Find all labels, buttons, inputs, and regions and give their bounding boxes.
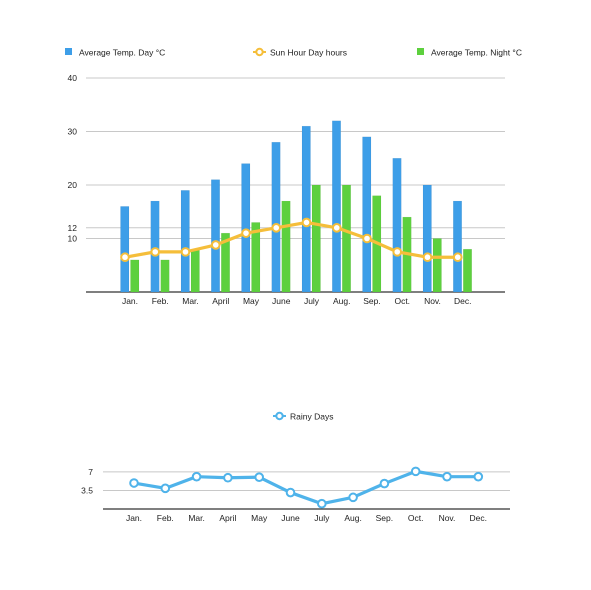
bar [311,184,321,293]
x-tick-label: Aug. [344,513,362,523]
line-point [223,472,233,483]
x-tick-label: Dec. [470,513,487,523]
line-point [317,498,327,509]
line-point [241,228,251,238]
bar [453,200,462,293]
y-tick-label: 12 [68,223,78,233]
legend-label: Average Temp. Night °C [431,48,522,58]
y-tick-label: 10 [68,234,78,244]
line-point [285,487,296,498]
x-tick-label: May [251,513,268,523]
legend-label: Average Temp. Day °C [79,48,165,58]
bar [180,190,190,293]
x-tick-label: June [272,296,291,306]
y-tick-label: 40 [68,73,78,83]
line-point [379,478,390,489]
line-point [150,247,161,257]
legend-swatch [65,48,72,55]
legend-label: Sun Hour Day hours [270,48,347,58]
x-tick-label: Sep. [376,513,394,523]
line-point [442,471,452,482]
y-tick-label: 20 [68,180,78,190]
x-tick-label: July [314,513,330,523]
bar [332,120,341,293]
line-point [348,492,358,503]
x-tick-label: Oct. [408,513,424,523]
line-point [160,483,171,494]
line-point [129,478,139,488]
x-tick-label: July [304,296,320,306]
x-tick-label: May [243,296,260,306]
y-tick-label: 30 [68,127,78,137]
legend-swatch-marker [275,411,284,421]
line-point [180,247,191,257]
legend-swatch [417,48,424,55]
x-tick-label: Mar. [182,296,199,306]
bar [241,163,251,293]
bar [160,259,170,293]
bar [463,248,472,293]
x-tick-label: Dec. [454,296,471,306]
bar [301,125,311,293]
line-point [392,247,403,257]
temperature-sun-chart: Average Temp. Day °C Sun Hour Day hours Av… [65,47,522,306]
line-point [301,217,312,228]
legend-label: Rainy Days [290,412,333,422]
bar [130,259,140,293]
x-tick-label: Jan. [126,513,142,523]
bar [150,200,160,293]
line-point [422,252,433,263]
line-point [362,233,372,244]
x-tick-label: Feb. [157,513,174,523]
bar [120,206,130,293]
line-point [120,252,130,263]
line-point [254,472,265,483]
rainy-days-chart: Rainy Days 3.5 7 Jan. Feb. Mar. April May June Ju… [81,411,510,523]
series-line [133,469,479,506]
x-tick-label: April [212,296,229,306]
bar [221,232,230,293]
x-tick-label: Oct. [394,296,410,306]
x-tick-label: Nov. [424,296,441,306]
series-line [124,220,458,259]
bar [281,200,291,293]
line-point [452,252,463,263]
bar [362,136,372,293]
x-tick-label: Jan. [122,296,138,306]
bar [251,222,261,293]
y-tick-label: 7 [88,467,93,477]
bar [271,141,281,293]
x-tick-label: June [281,513,300,523]
bar [422,184,432,293]
bar [190,248,200,293]
x-tick-label: Aug. [333,296,351,306]
line-point [473,471,484,482]
line-point [191,471,202,482]
x-tick-label: Feb. [152,296,169,306]
x-tick-label: Nov. [439,513,456,523]
line-point [410,466,421,477]
x-tick-label: April [219,513,236,523]
y-tick-label: 3.5 [81,485,93,495]
line-point [210,240,221,250]
bar [211,179,220,293]
x-tick-label: Sep. [363,296,381,306]
bar [342,184,351,293]
bar [432,238,442,293]
line-point [331,223,342,233]
legend-swatch-marker [255,47,264,57]
x-tick-label: Mar. [188,513,205,523]
line-point [271,223,282,233]
bar [392,158,402,293]
